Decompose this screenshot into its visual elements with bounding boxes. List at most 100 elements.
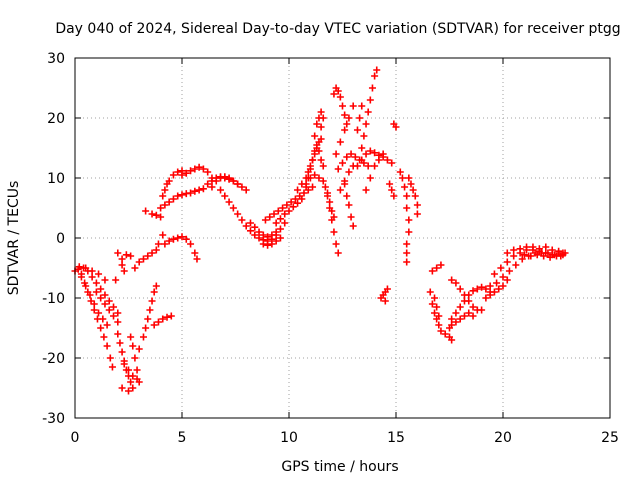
data-point bbox=[328, 207, 336, 215]
data-point bbox=[334, 165, 342, 173]
data-point bbox=[503, 249, 511, 257]
data-point bbox=[324, 192, 332, 200]
data-point bbox=[120, 360, 128, 368]
data-point bbox=[407, 180, 415, 188]
data-point bbox=[555, 247, 563, 255]
data-point bbox=[131, 264, 139, 272]
data-point bbox=[437, 261, 445, 269]
data-point bbox=[452, 279, 460, 287]
data-point bbox=[234, 180, 242, 188]
data-point bbox=[392, 123, 400, 131]
data-point bbox=[433, 264, 441, 272]
data-point bbox=[362, 120, 370, 128]
data-point bbox=[332, 150, 340, 158]
x-tick-label: 25 bbox=[601, 430, 619, 446]
data-point bbox=[133, 366, 141, 374]
data-point bbox=[154, 240, 162, 248]
data-point bbox=[533, 251, 541, 259]
data-point bbox=[448, 336, 456, 344]
data-point bbox=[302, 180, 310, 188]
data-point bbox=[347, 213, 355, 221]
data-point bbox=[490, 270, 498, 278]
data-point bbox=[548, 246, 556, 254]
data-point bbox=[473, 285, 481, 293]
data-point bbox=[486, 282, 494, 290]
data-point bbox=[169, 171, 177, 179]
data-point bbox=[144, 252, 152, 260]
data-point bbox=[349, 102, 357, 110]
data-point bbox=[332, 240, 340, 248]
data-point bbox=[330, 228, 338, 236]
data-point bbox=[334, 87, 342, 95]
data-point bbox=[88, 267, 96, 275]
data-point bbox=[366, 174, 374, 182]
data-point bbox=[298, 195, 306, 203]
data-point bbox=[317, 135, 325, 143]
chart-title: Day 040 of 2024, Sidereal Day-to-day VTE… bbox=[55, 21, 620, 37]
data-point bbox=[154, 318, 162, 326]
data-point bbox=[309, 183, 317, 191]
data-point bbox=[503, 258, 511, 266]
data-point bbox=[135, 378, 143, 386]
data-point bbox=[191, 249, 199, 257]
data-point bbox=[92, 288, 100, 296]
data-point bbox=[448, 321, 456, 329]
data-point bbox=[165, 237, 173, 245]
y-tick-label: 0 bbox=[56, 231, 65, 247]
data-point bbox=[353, 126, 361, 134]
data-point bbox=[217, 186, 225, 194]
data-point bbox=[411, 192, 419, 200]
data-point bbox=[493, 279, 501, 287]
data-point bbox=[401, 183, 409, 191]
data-point bbox=[319, 177, 327, 185]
data-point bbox=[403, 249, 411, 257]
data-point bbox=[366, 147, 374, 155]
data-point bbox=[358, 144, 366, 152]
x-tick-label: 20 bbox=[494, 430, 512, 446]
data-point bbox=[95, 270, 103, 278]
data-point bbox=[191, 187, 199, 195]
data-point bbox=[161, 186, 169, 194]
data-point bbox=[505, 267, 513, 275]
data-point bbox=[178, 191, 186, 199]
data-point bbox=[437, 327, 445, 335]
data-point bbox=[159, 192, 167, 200]
data-point bbox=[142, 207, 150, 215]
data-point bbox=[148, 297, 156, 305]
data-point bbox=[125, 387, 132, 395]
data-point bbox=[343, 192, 351, 200]
data-point bbox=[452, 309, 460, 317]
data-point bbox=[264, 241, 272, 249]
data-point bbox=[97, 324, 105, 332]
y-tick-label: 20 bbox=[47, 111, 65, 127]
data-point bbox=[465, 291, 473, 299]
data-point bbox=[144, 315, 152, 323]
data-point bbox=[204, 168, 212, 176]
data-point bbox=[409, 186, 417, 194]
data-point bbox=[251, 231, 259, 239]
data-point bbox=[540, 252, 548, 260]
data-point bbox=[390, 192, 398, 200]
data-point bbox=[268, 240, 276, 248]
data-point bbox=[106, 354, 114, 362]
data-point bbox=[388, 159, 396, 167]
x-tick-label: 5 bbox=[178, 430, 187, 446]
data-point bbox=[518, 255, 526, 263]
data-point bbox=[311, 171, 319, 179]
data-point bbox=[379, 150, 387, 158]
data-point bbox=[383, 285, 391, 293]
data-point bbox=[131, 354, 139, 362]
data-point bbox=[300, 189, 308, 197]
data-point bbox=[108, 363, 116, 371]
data-point bbox=[259, 240, 267, 248]
data-point bbox=[246, 219, 254, 227]
data-point bbox=[174, 234, 182, 242]
data-point bbox=[313, 141, 321, 149]
data-point bbox=[255, 234, 263, 242]
data-point bbox=[486, 291, 494, 299]
data-point bbox=[482, 285, 490, 293]
data-point bbox=[289, 203, 297, 211]
data-point bbox=[97, 285, 105, 293]
data-point bbox=[287, 198, 295, 206]
data-point bbox=[281, 219, 289, 227]
